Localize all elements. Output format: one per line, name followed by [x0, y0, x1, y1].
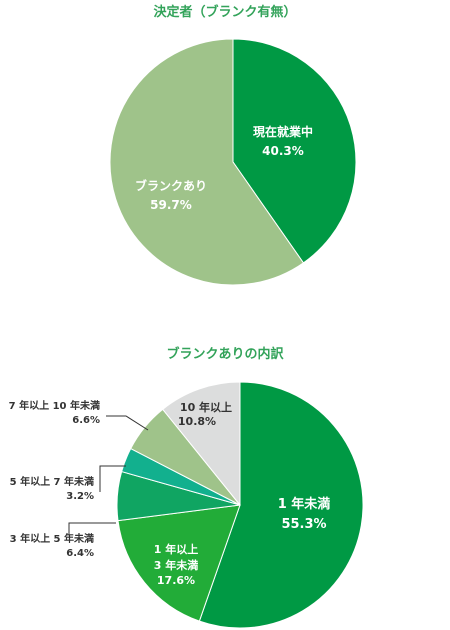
pie1-slice-1 [109, 38, 305, 286]
slice-label-1to3y-line1: 1 年以上 [154, 542, 198, 556]
slice-value-under-1y: 55.3% [281, 517, 326, 532]
slice-label-7to10y: 7 年以上 10 年未満 [9, 399, 100, 412]
slice-value-5to7y: 3.2% [66, 491, 94, 502]
slice-label-3to5y: 3 年以上 5 年未満 [10, 532, 94, 545]
pie1-slice-0 [232, 38, 357, 264]
leader-line-7to10y [106, 415, 149, 431]
leader-line-5to7y [99, 465, 126, 492]
slice-value-3to5y: 6.4% [66, 548, 94, 559]
chart-title-blank-breakdown: ブランクありの内訳 [166, 347, 284, 362]
pie2-slice-1 [117, 504, 241, 622]
slice-label-10y-plus: 10 年以上 [180, 400, 232, 414]
pie2-slice-5 [162, 381, 241, 507]
slice-label-5to7y: 5 年以上 7 年未満 [10, 475, 94, 488]
slice-label-under-1y: 1 年未満 [278, 496, 331, 512]
slice-value-1to3y: 17.6% [157, 574, 195, 587]
slice-value-with-blank: 59.7% [150, 198, 192, 212]
leader-line-3to5y [68, 522, 116, 535]
slice-value-currently-employed: 40.3% [262, 144, 304, 158]
slice-value-7to10y: 6.6% [72, 415, 100, 426]
slice-label-1to3y-line2: 3 年未満 [154, 558, 198, 572]
chart-title-blank-status: 決定者（ブランク有無） [153, 5, 297, 20]
slice-label-currently-employed: 現在就業中 [253, 124, 313, 139]
slice-label-with-blank: ブランクあり [135, 178, 207, 193]
slice-value-10y-plus: 10.8% [178, 415, 216, 428]
